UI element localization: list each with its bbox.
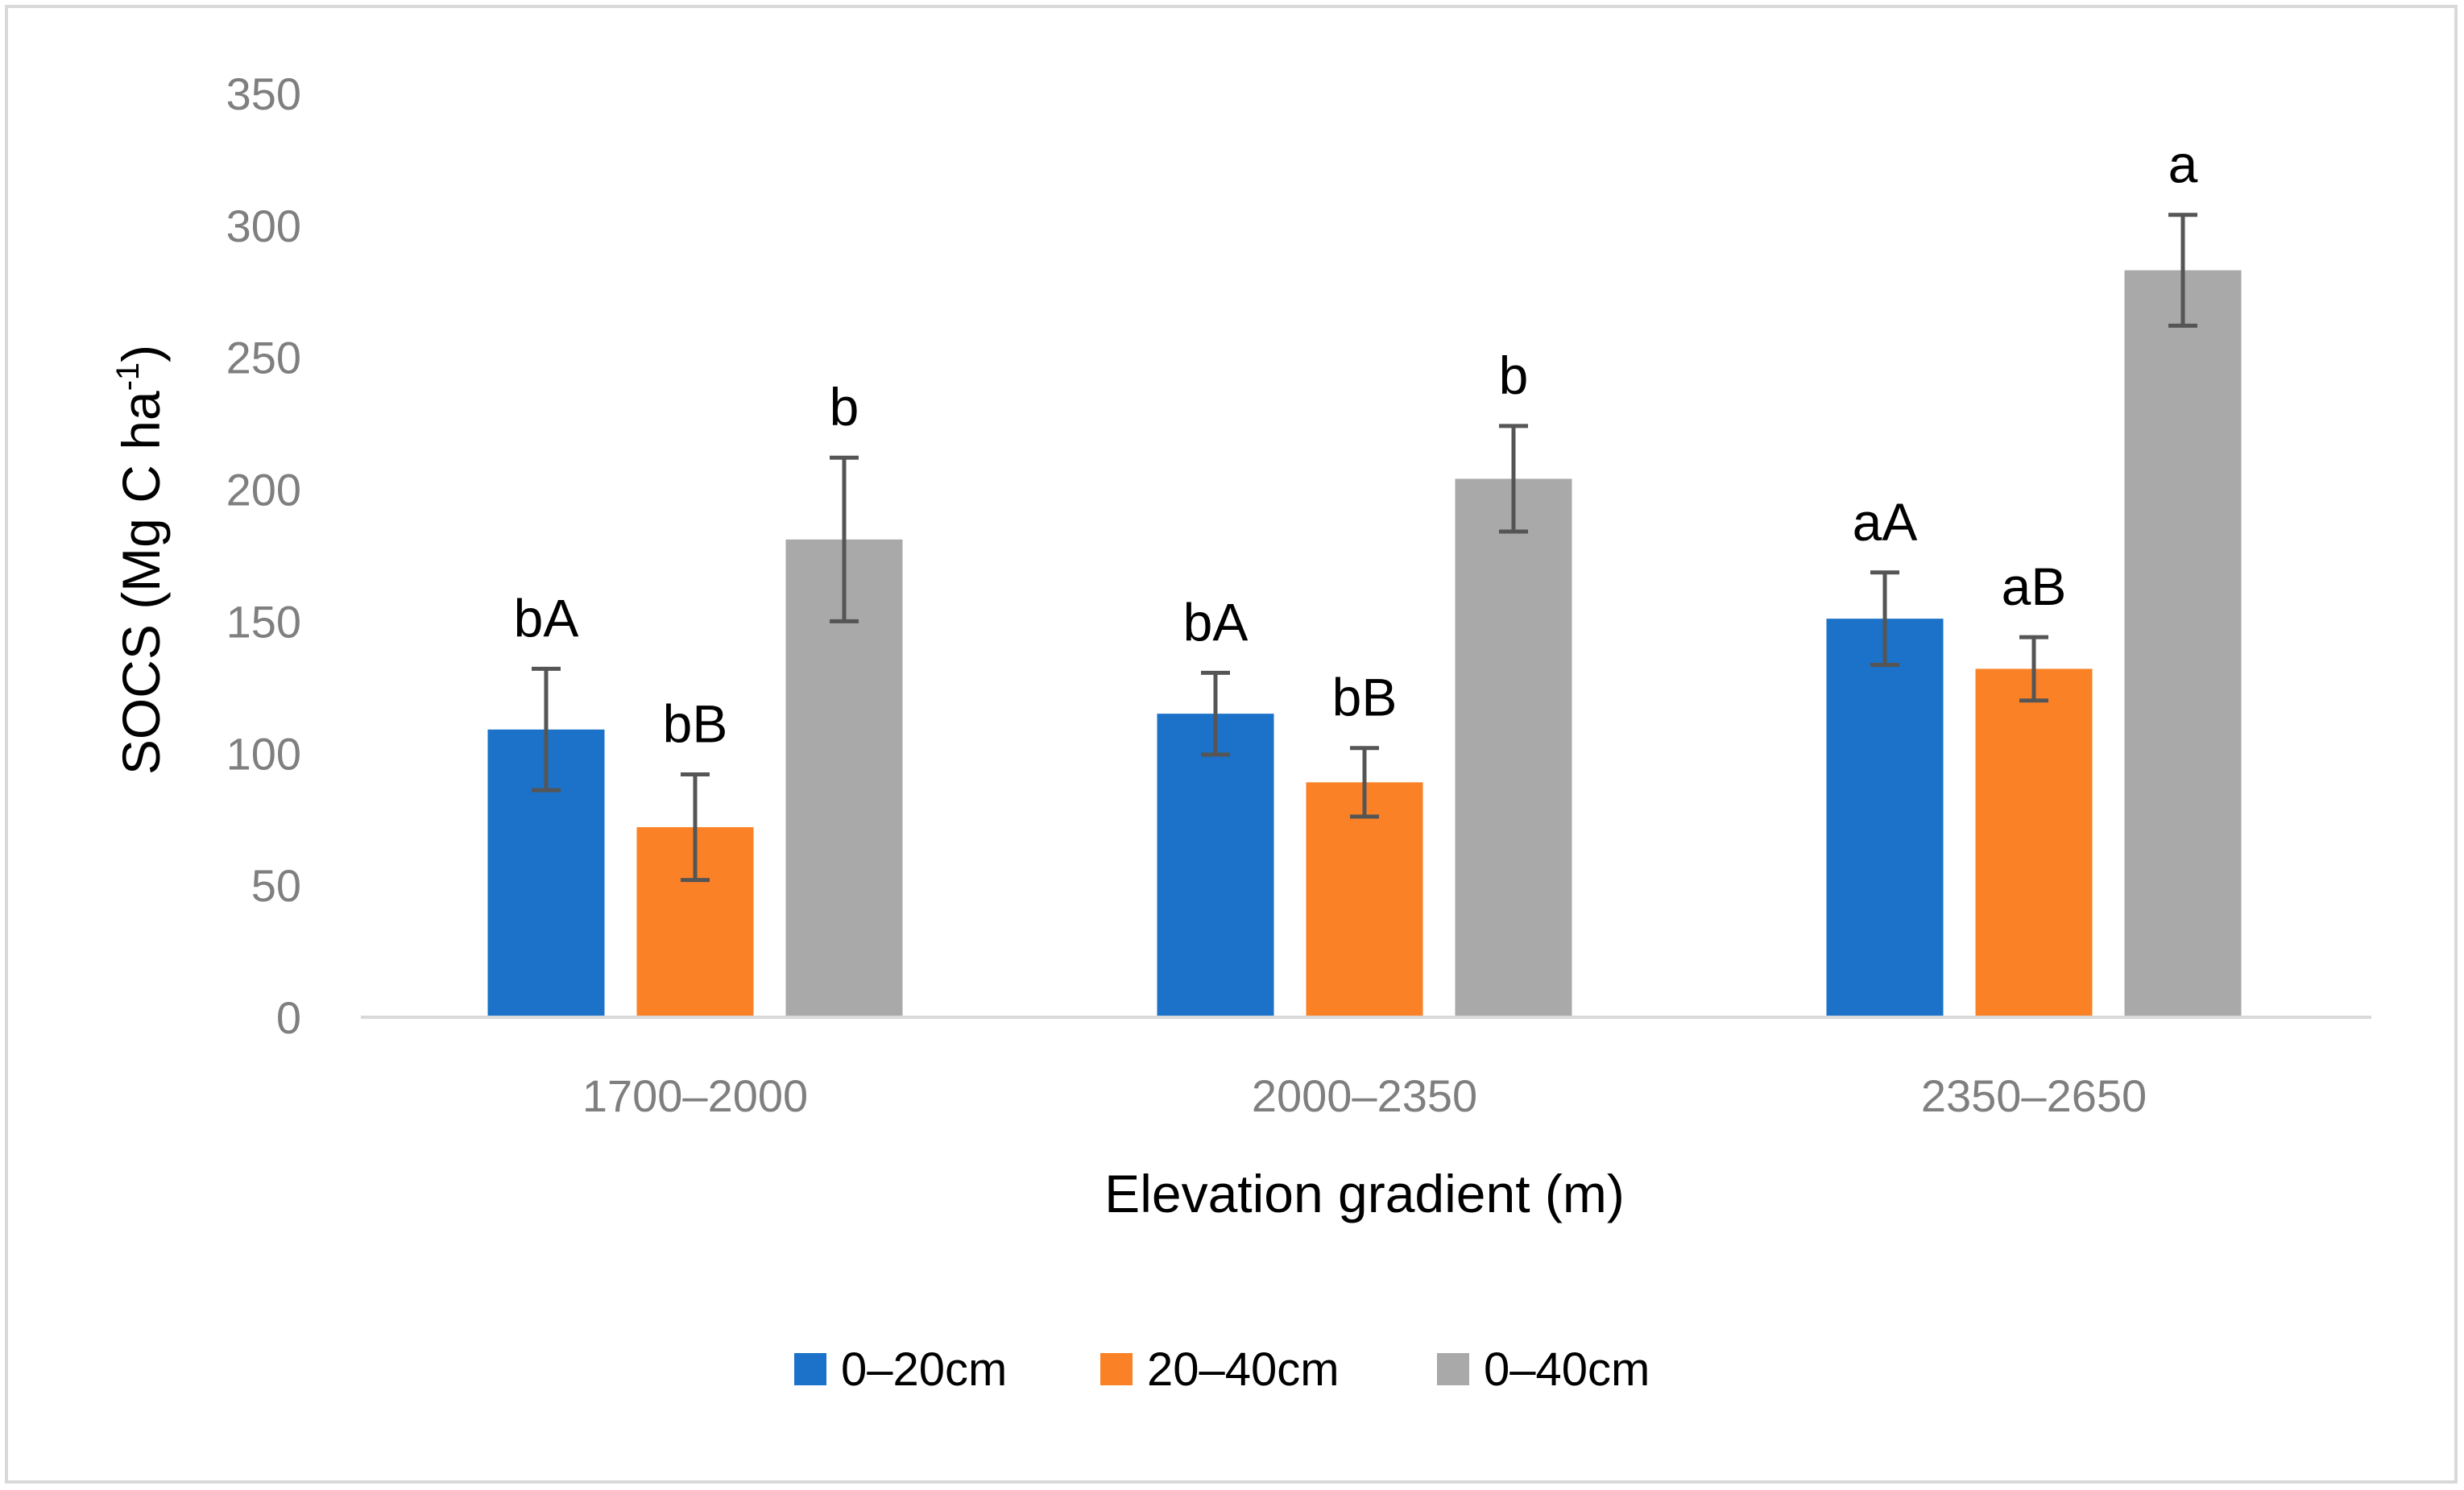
- bar: [1975, 668, 2093, 1017]
- y-axis-title-superscript: -1: [110, 362, 146, 391]
- legend-item: 0–20cm: [794, 1343, 1007, 1396]
- y-tick-label: 350: [226, 68, 301, 119]
- legend-item: 20–40cm: [1100, 1343, 1340, 1396]
- bar: [1306, 782, 1423, 1017]
- bar: [1826, 619, 1944, 1017]
- error-bar: [1870, 570, 1899, 668]
- y-tick-label: 250: [226, 333, 301, 383]
- error-bars: [532, 213, 2197, 883]
- significance-labels: bA bA aA bB bB aB b b a: [514, 135, 2198, 754]
- significance-label: bA: [1183, 592, 1249, 652]
- significance-label: aB: [2002, 557, 2067, 616]
- error-bar: [1350, 746, 1379, 819]
- y-axis-title: SOCS (Mg C ha-1): [110, 345, 171, 775]
- legend-swatch: [1100, 1353, 1133, 1385]
- legend-item: 0–40cm: [1437, 1343, 1650, 1396]
- y-axis-title-close: ): [111, 345, 171, 362]
- x-axis-title: Elevation gradient (m): [1104, 1164, 1625, 1223]
- error-bar: [681, 772, 710, 883]
- bars: [487, 270, 2242, 1017]
- legend-swatch: [1437, 1353, 1469, 1385]
- bar: [1157, 714, 1274, 1017]
- y-axis-ticks: 0 50 100 150 200 250 300 350: [226, 68, 301, 1043]
- significance-label: bB: [663, 694, 728, 754]
- bar: [2124, 270, 2242, 1017]
- bar: [1455, 478, 1572, 1017]
- error-bar: [1499, 424, 1528, 534]
- x-tick-label: 1700–2000: [582, 1070, 808, 1121]
- error-bar: [1201, 670, 1230, 757]
- y-tick-label: 200: [226, 465, 301, 515]
- legend: 0–20cm 20–40cm 0–40cm: [794, 1343, 1650, 1396]
- y-tick-label: 50: [251, 860, 301, 911]
- y-axis-title-main: SOCS (Mg C ha: [111, 391, 171, 775]
- significance-label: b: [1499, 346, 1529, 405]
- legend-label: 20–40cm: [1147, 1343, 1340, 1396]
- x-tick-label: 2000–2350: [1252, 1070, 1477, 1121]
- legend-swatch: [794, 1353, 826, 1385]
- legend-label: 0–20cm: [841, 1343, 1007, 1396]
- significance-label: bB: [1332, 668, 1398, 727]
- y-tick-label: 0: [276, 992, 301, 1043]
- x-tick-label: 2350–2650: [1921, 1070, 2147, 1121]
- error-bar: [2168, 213, 2197, 328]
- error-bar: [2019, 635, 2048, 703]
- significance-label: b: [830, 377, 859, 437]
- error-bar: [830, 455, 859, 623]
- significance-label: aA: [1853, 492, 1918, 552]
- y-tick-label: 300: [226, 201, 301, 251]
- y-tick-label: 150: [226, 596, 301, 647]
- error-bar: [532, 666, 561, 793]
- x-axis-ticks: 1700–2000 2000–2350 2350–2650: [582, 1070, 2147, 1121]
- significance-label: bA: [514, 588, 579, 648]
- y-tick-label: 100: [226, 728, 301, 779]
- legend-label: 0–40cm: [1484, 1343, 1650, 1396]
- significance-label: a: [2168, 135, 2198, 194]
